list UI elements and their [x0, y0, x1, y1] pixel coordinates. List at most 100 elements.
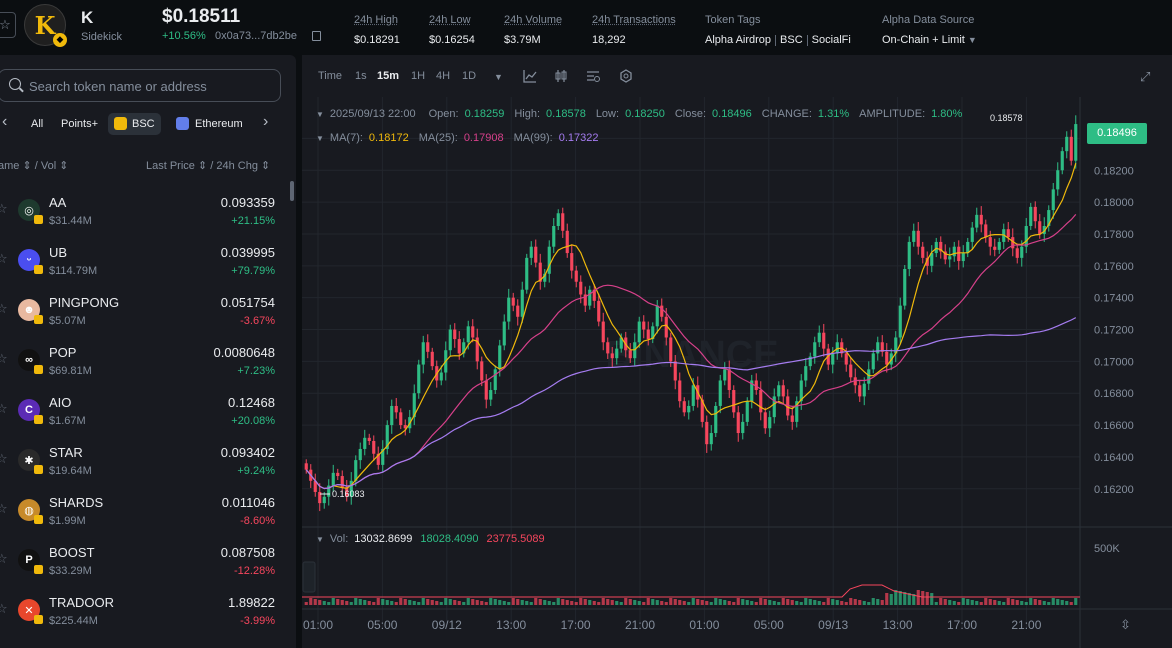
search-box[interactable] [0, 69, 281, 102]
search-input[interactable] [29, 76, 269, 96]
chain-tab-bsc[interactable]: BSC [108, 113, 161, 135]
volume-bar [426, 599, 430, 605]
volume-bar [1038, 600, 1042, 605]
volume-bar [1011, 599, 1015, 605]
volume-bar [651, 599, 655, 605]
volume-bar [907, 593, 911, 605]
candle-body [961, 253, 965, 262]
ma99-label: MA(99): [513, 132, 553, 144]
candle-body [678, 380, 682, 402]
token-icon-glyph: ∞ [25, 354, 33, 366]
volume-bar [714, 598, 718, 605]
interval-1d[interactable]: 1D [462, 70, 477, 82]
chain-tab-points[interactable]: Points+ [61, 118, 98, 130]
favorite-star-icon[interactable]: ☆ [0, 301, 8, 316]
chevron-left-icon[interactable]: ‹ [2, 113, 8, 130]
token-price: 0.0080648 [213, 345, 275, 360]
token-icon: ◍ [18, 499, 43, 524]
volume-bar [421, 598, 425, 605]
candle-body [318, 491, 322, 504]
volume-bar [1056, 599, 1060, 605]
vol-value-1: 13032.8699 [354, 533, 413, 545]
volume-bar [673, 599, 677, 605]
favorite-star-icon[interactable]: ☆ [0, 601, 8, 616]
chain-tab-all[interactable]: All [31, 118, 44, 130]
ohlc-legend: ▼ 2025/09/13 22:00 Open: 0.18259 High: 0.185… [316, 108, 972, 120]
token-volume: $114.79M [49, 265, 98, 277]
favorite-star-icon[interactable]: ☆ [0, 251, 8, 266]
token-row[interactable]: ☆ ∞ POP $69.81M 0.0080648 +7.23% [0, 341, 296, 391]
tag-socialfi[interactable]: SocialFi [811, 34, 851, 46]
volume-bar [912, 594, 916, 605]
token-row[interactable]: ☆ ᵕ UB $114.79M 0.039995 +79.79% [0, 241, 296, 291]
favorite-star-icon[interactable]: ☆ [0, 201, 8, 216]
token-symbol: POP [49, 345, 77, 360]
candlestick-chart[interactable]: 0.184000.182000.180000.178000.176000.174… [302, 97, 1172, 648]
interval-4h[interactable]: 4H [436, 70, 451, 82]
vol-value-3: 23775.5089 [486, 533, 545, 545]
volume-bar [408, 600, 412, 605]
token-price: 0.051754 [220, 295, 275, 310]
token-row[interactable]: ☆ C AIO $1.67M 0.12468 +20.08% [0, 391, 296, 441]
chain-filter: ‹ All Points+ BSC Ethereum › [0, 112, 296, 135]
candle-body [817, 332, 821, 343]
token-row[interactable]: ☆ ◍ SHARDS $1.99M 0.011046 -8.60% [0, 491, 296, 541]
collapse-chevron-icon[interactable]: ▼ [316, 134, 324, 143]
chain-tab-ethereum[interactable]: Ethereum [176, 113, 243, 135]
volume-bar [759, 598, 763, 605]
data-source-value: On-Chain + Limit [882, 34, 965, 46]
list-scrollbar[interactable] [290, 181, 294, 201]
chevron-right-icon[interactable]: › [263, 113, 269, 130]
ma7-value: 0.18172 [368, 132, 409, 144]
col-vol-label: / Vol [34, 160, 57, 172]
token-row[interactable]: ☆ P BOOST $33.29M 0.087508 -12.28% [0, 541, 296, 591]
candle-body [912, 230, 916, 242]
tag-bsc[interactable]: BSC [780, 34, 803, 46]
interval-15m[interactable]: 15m [377, 70, 400, 82]
volume-bar [876, 599, 880, 605]
favorite-star-icon[interactable]: ☆ [0, 401, 8, 416]
collapse-chevron-icon[interactable]: ▼ [316, 110, 324, 119]
copy-address-icon[interactable] [312, 31, 321, 41]
token-volume: $1.67M [49, 415, 86, 427]
fullscreen-expand-icon[interactable]: ⤢ [1140, 69, 1151, 84]
volume-bar [997, 601, 1001, 605]
interval-1s[interactable]: 1s [355, 70, 367, 82]
volume-bar [633, 600, 637, 605]
settings-gear-icon[interactable] [619, 69, 633, 83]
candle-body [363, 437, 367, 449]
candle-body [588, 289, 592, 306]
data-source-select[interactable]: On-Chain + Limit ▼ [882, 34, 977, 46]
collapse-chevron-icon[interactable]: ▼ [316, 535, 324, 544]
token-row[interactable]: ☆ ✱ STAR $19.64M 0.093402 +9.24% [0, 441, 296, 491]
favorite-star-icon[interactable]: ☆ [0, 351, 8, 366]
token-row[interactable]: ☆ ☻ PINGPONG $5.07M 0.051754 -3.67% [0, 291, 296, 341]
favorite-star-icon[interactable]: ☆ [0, 12, 16, 38]
ma-legend: ▼ MA(7): 0.18172 MA(25): 0.17908 MA(99): 0.173… [316, 132, 608, 144]
volume-bar [435, 601, 439, 605]
token-row[interactable]: ☆ ◎ AA $31.44M 0.093359 +21.15% [0, 191, 296, 241]
candle-type-icon[interactable] [554, 69, 568, 83]
favorite-star-icon[interactable]: ☆ [0, 501, 8, 516]
volume-bar [957, 602, 961, 605]
bsc-chain-badge-icon: ◆ [53, 33, 67, 47]
more-intervals-chevron-icon[interactable]: ▼ [494, 72, 503, 82]
indicators-icon[interactable] [523, 69, 537, 83]
fit-scale-icon[interactable]: ⇳ [1120, 617, 1131, 632]
sort-by-price[interactable]: Last Price ⇕ / 24h Chg ⇕ [146, 159, 270, 172]
candle-body [574, 270, 578, 282]
favorite-star-icon[interactable]: ☆ [0, 551, 8, 566]
sort-by-name[interactable]: ame ⇕ / Vol ⇕ [0, 159, 68, 172]
favorite-star-icon[interactable]: ☆ [0, 451, 8, 466]
low-label: Low: [595, 108, 620, 120]
volume-bar [664, 602, 668, 605]
interval-1h[interactable]: 1H [411, 70, 426, 82]
chart-settings-list-icon[interactable] [586, 69, 600, 83]
y-tick-label: 0.16800 [1094, 388, 1134, 400]
candle-body [763, 412, 767, 429]
candle-body [862, 383, 866, 397]
time-label[interactable]: Time [318, 70, 343, 82]
token-row[interactable]: ☆ ✕ TRADOOR $225.44M 1.89822 -3.99% [0, 591, 296, 641]
tag-alpha-airdrop[interactable]: Alpha Airdrop [705, 34, 772, 46]
volume-bar [754, 602, 758, 605]
